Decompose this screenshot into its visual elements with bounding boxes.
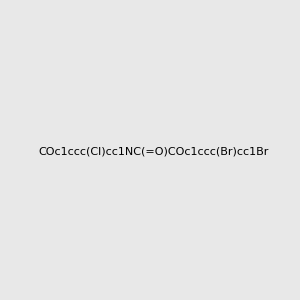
Text: COc1ccc(Cl)cc1NC(=O)COc1ccc(Br)cc1Br: COc1ccc(Cl)cc1NC(=O)COc1ccc(Br)cc1Br [39, 146, 269, 157]
